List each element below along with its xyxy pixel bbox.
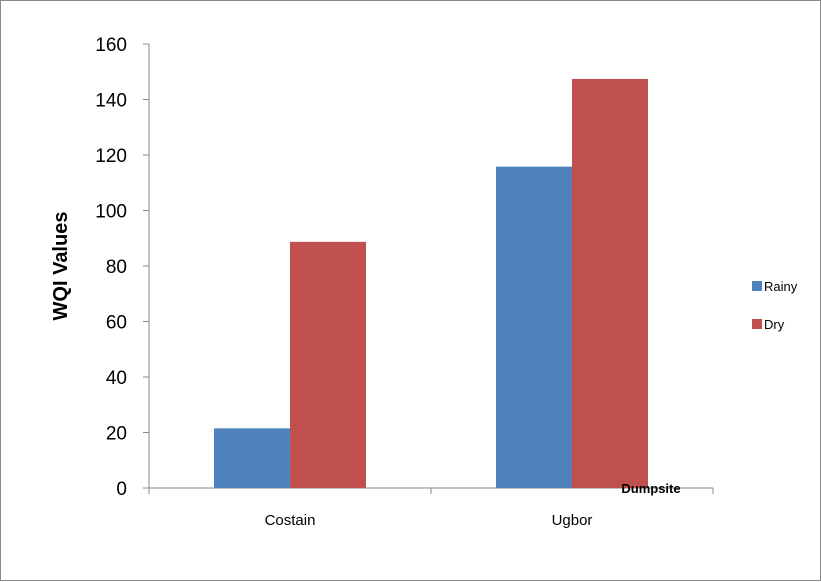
bars (214, 78, 648, 488)
y-tick-label: 140 (95, 91, 127, 112)
y-tick-label: 60 (106, 313, 127, 334)
legend-label-rainy: Rainy (764, 279, 798, 294)
y-tick-label: 80 (106, 257, 127, 278)
bar-rainy-costain (214, 428, 290, 488)
bar-dry-costain (290, 241, 366, 488)
y-tick-label: 100 (95, 202, 127, 223)
x-axis-label: Dumpsite (621, 481, 680, 496)
y-tick-labels: 0 20 40 60 80 100 120 140 160 (95, 35, 127, 500)
y-tick-label: 0 (116, 479, 127, 500)
legend-swatch-dry (752, 319, 762, 329)
bar-rainy-ugbor (496, 166, 572, 488)
x-category-label: Ugbor (552, 512, 593, 529)
legend: Rainy Dry (752, 279, 798, 332)
x-category-label: Costain (265, 512, 316, 529)
y-axis-label: WQI Values (50, 212, 72, 321)
x-category-labels: Costain Ugbor (265, 512, 593, 529)
legend-swatch-rainy (752, 281, 762, 291)
y-tick-label: 40 (106, 368, 127, 389)
legend-label-dry: Dry (764, 317, 785, 332)
bar-dry-ugbor (572, 78, 648, 488)
y-tick-label: 160 (95, 35, 127, 56)
y-tick-label: 120 (95, 146, 127, 167)
y-tick-label: 20 (106, 424, 127, 445)
